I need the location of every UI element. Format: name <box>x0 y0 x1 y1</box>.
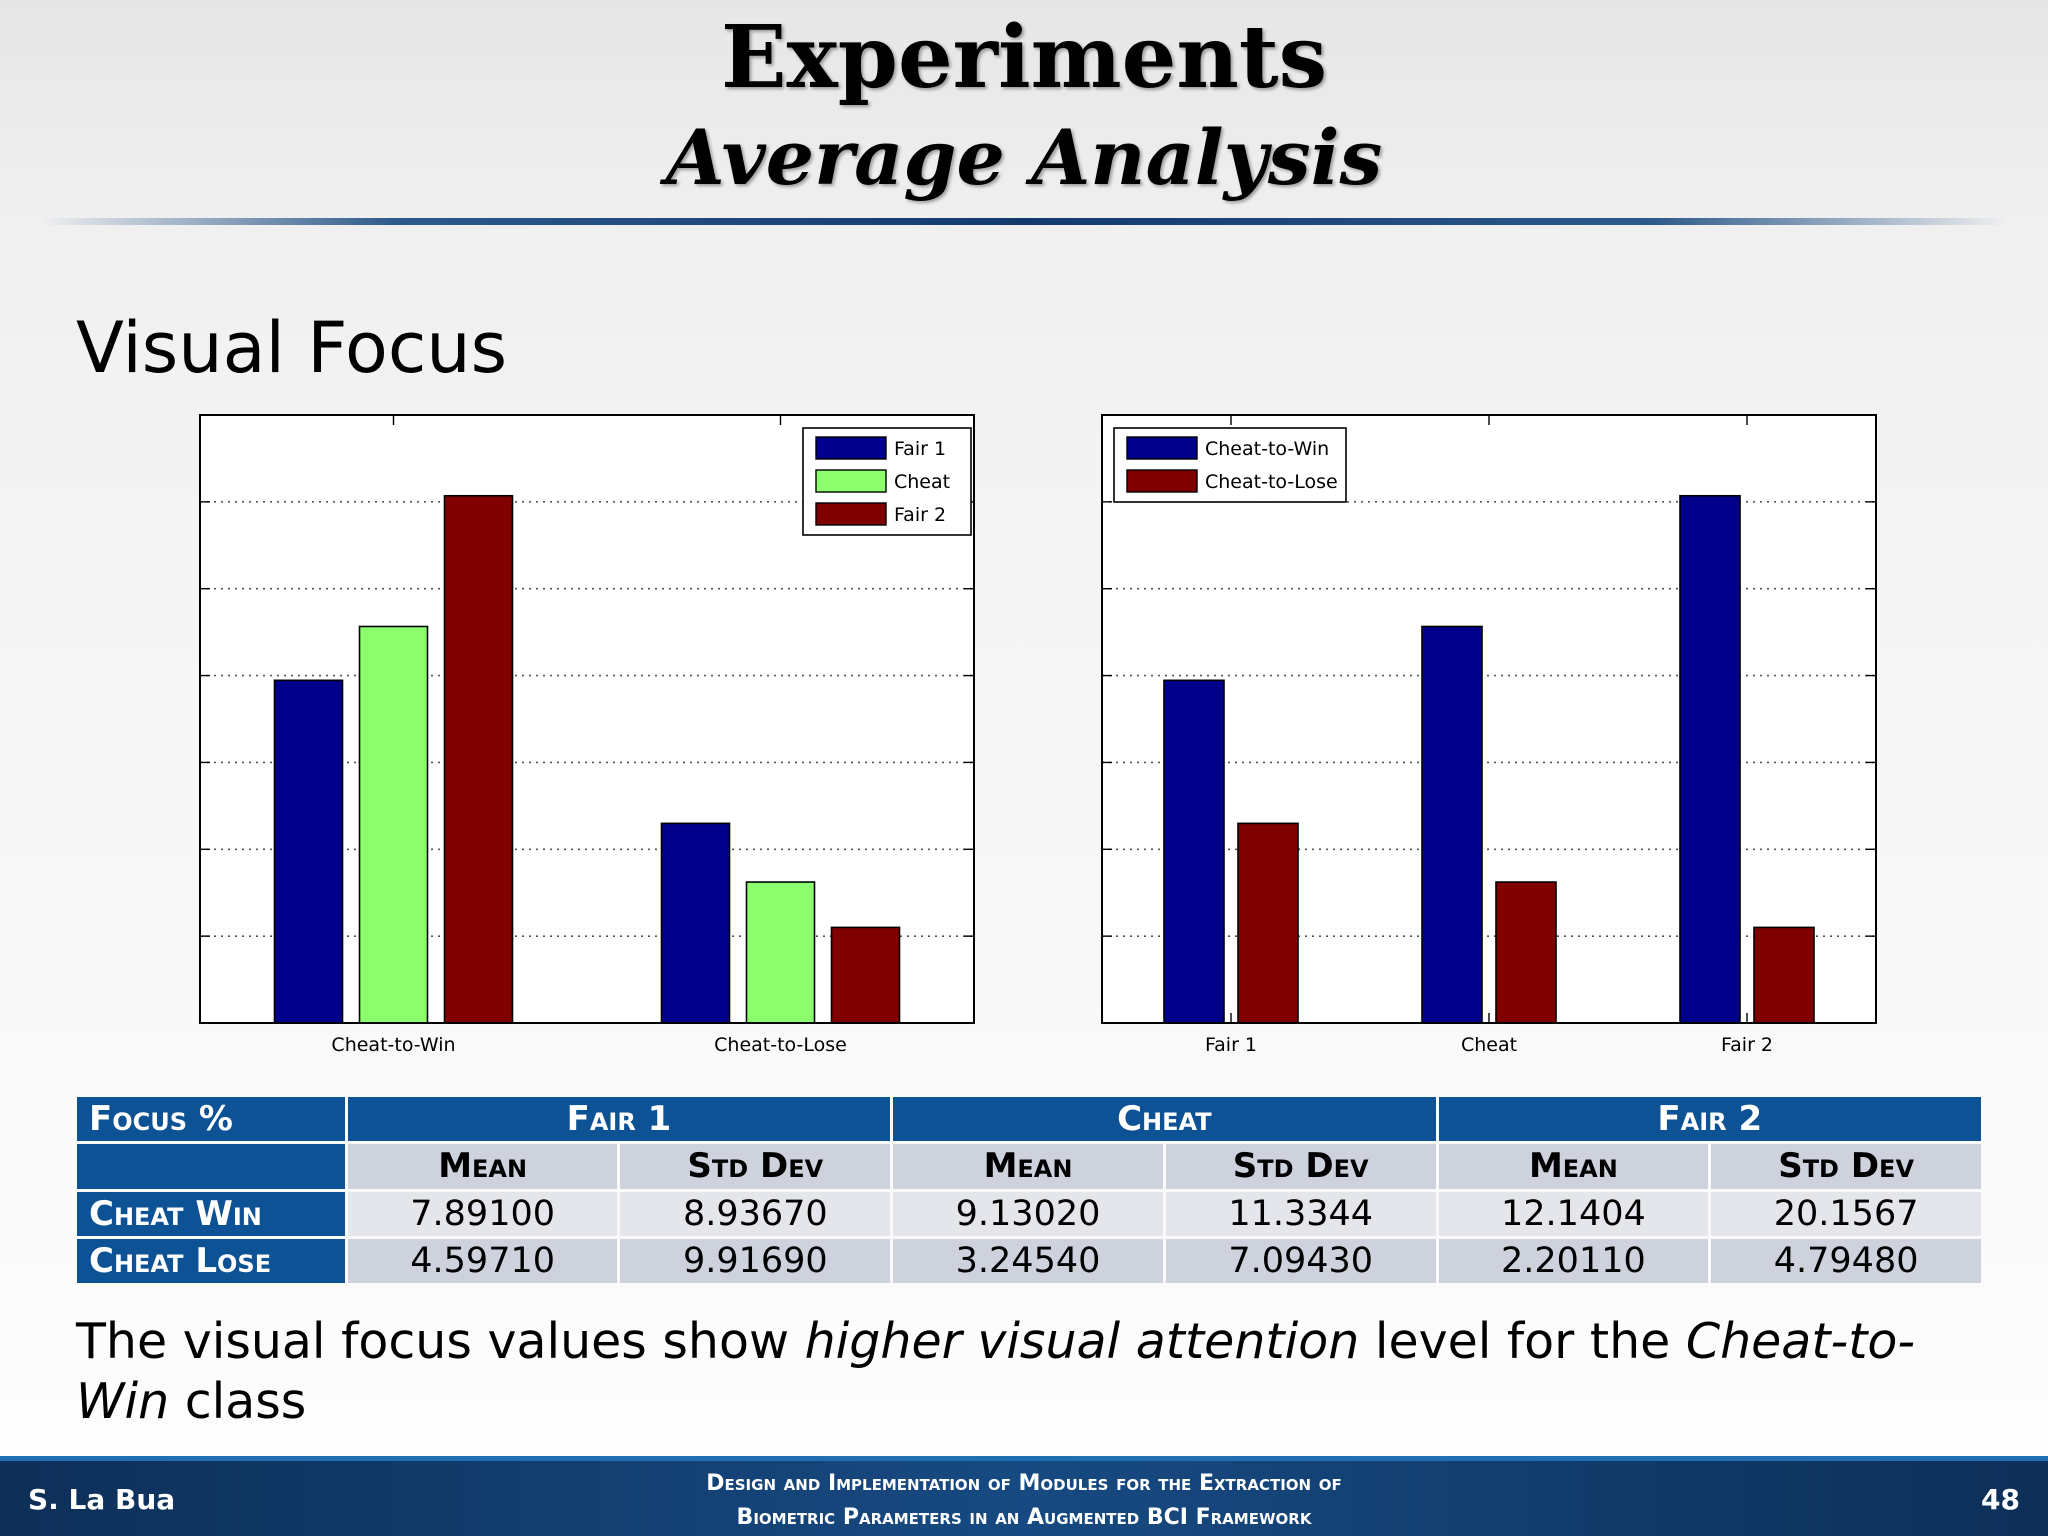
footer-thesis-title: Design and Implementation of Modules for… <box>524 1467 1524 1535</box>
plot-frame <box>199 414 975 1024</box>
group-header-cheat: Cheat <box>893 1097 1436 1142</box>
table-cell: 7.09430 <box>1165 1238 1436 1283</box>
bar <box>358 625 429 1024</box>
title-divider <box>40 218 2008 225</box>
page-number: 48 <box>1981 1483 2020 1516</box>
footer-title-line: Design and Implementation of Modules for… <box>706 1471 1342 1496</box>
row-header-cheat-lose: Cheat Lose <box>77 1238 345 1283</box>
bar <box>660 822 731 1024</box>
x-tick-label: Fair 1 <box>1205 1034 1257 1056</box>
conclusion-emphasis: higher visual attention <box>804 1313 1360 1370</box>
table-blank-header <box>77 1144 345 1189</box>
legend: Cheat-to-Win Cheat-to-Lose <box>1113 427 1347 503</box>
col-header-std-dev: Std Dev <box>620 1144 891 1189</box>
table-subheader-row: Mean Std Dev Mean Std Dev Mean Std Dev <box>77 1144 1981 1189</box>
col-header-mean: Mean <box>893 1144 1163 1189</box>
table-cell: 8.93670 <box>620 1191 891 1236</box>
group-header-fair1: Fair 1 <box>347 1097 891 1142</box>
table-cell: 12.1404 <box>1438 1191 1709 1236</box>
conclusion-text: The visual focus values show higher visu… <box>76 1312 1976 1432</box>
slide-title: Experiments <box>720 7 1328 108</box>
footer-title-line: Biometric Parameters in an Augmented BCI… <box>736 1505 1312 1530</box>
footer-author: S. La Bua <box>28 1483 176 1516</box>
legend-swatch <box>815 436 887 460</box>
bar <box>1753 926 1815 1024</box>
conclusion-part: level for the <box>1359 1313 1686 1370</box>
conclusion-emphasis: Cheat-to-Win <box>76 1313 1916 1430</box>
bar <box>273 679 344 1024</box>
table-cell: 4.79480 <box>1711 1238 1981 1283</box>
slide-footer: S. La Bua Design and Implementation of M… <box>0 1456 2048 1536</box>
conclusion-part: class <box>169 1373 307 1430</box>
group-header-fair2: Fair 2 <box>1438 1097 1981 1142</box>
plot-area <box>1102 415 1876 1023</box>
bar <box>745 881 816 1024</box>
section-heading: Visual Focus <box>76 307 508 389</box>
legend-label: Cheat <box>894 471 950 493</box>
conclusion-part: The visual focus values show <box>76 1313 805 1370</box>
table-row: Cheat Win 7.89100 8.93670 9.13020 11.334… <box>77 1191 1981 1236</box>
table-cell: 9.91690 <box>620 1238 891 1283</box>
bar <box>1163 679 1225 1024</box>
table-cell: 9.13020 <box>893 1191 1163 1236</box>
table-cell: 20.1567 <box>1711 1191 1981 1236</box>
legend-swatch <box>815 469 887 493</box>
bar <box>1421 625 1483 1024</box>
x-tick-label: Cheat-to-Lose <box>714 1034 847 1056</box>
chart-by-game-mode: Fair 1 Cheat Fair 2 Cheat-to-Win Cheat-to-Lo… <box>1101 414 1877 1056</box>
table-header-row: Focus % Fair 1 Cheat Fair 2 <box>77 1097 1981 1142</box>
x-tick-label: Cheat <box>1461 1034 1517 1056</box>
focus-stats-table: Focus % Fair 1 Cheat Fair 2 Mean Std Dev… <box>74 1094 1984 1286</box>
table-cell: 3.24540 <box>893 1238 1163 1283</box>
x-tick-label: Fair 2 <box>1721 1034 1773 1056</box>
plot-frame <box>1101 414 1877 1024</box>
legend-label: Cheat-to-Lose <box>1205 471 1338 493</box>
bar <box>443 494 514 1024</box>
bar <box>1679 494 1741 1024</box>
bar <box>1495 881 1557 1024</box>
col-header-std-dev: Std Dev <box>1711 1144 1981 1189</box>
table-cell: 2.20110 <box>1438 1238 1709 1283</box>
legend-label: Fair 2 <box>894 504 946 526</box>
legend-label: Fair 1 <box>894 438 946 460</box>
table-row: Cheat Lose 4.59710 9.91690 3.24540 7.094… <box>77 1238 1981 1283</box>
row-header-cheat-win: Cheat Win <box>77 1191 345 1236</box>
table-cell: 4.59710 <box>347 1238 618 1283</box>
legend-swatch <box>1126 436 1198 460</box>
col-header-std-dev: Std Dev <box>1165 1144 1436 1189</box>
table-cell: 11.3344 <box>1165 1191 1436 1236</box>
legend-swatch <box>815 502 887 526</box>
legend: Fair 1 Cheat Fair 2 <box>802 427 972 536</box>
bar <box>1237 822 1299 1024</box>
table-corner-header: Focus % <box>77 1097 345 1142</box>
table-cell: 7.89100 <box>347 1191 618 1236</box>
legend-swatch <box>1126 469 1198 493</box>
slide-subtitle: Average Analysis <box>665 113 1383 202</box>
legend-label: Cheat-to-Win <box>1205 438 1329 460</box>
col-header-mean: Mean <box>347 1144 618 1189</box>
bar <box>830 926 901 1024</box>
col-header-mean: Mean <box>1438 1144 1709 1189</box>
x-tick-label: Cheat-to-Win <box>331 1034 455 1056</box>
